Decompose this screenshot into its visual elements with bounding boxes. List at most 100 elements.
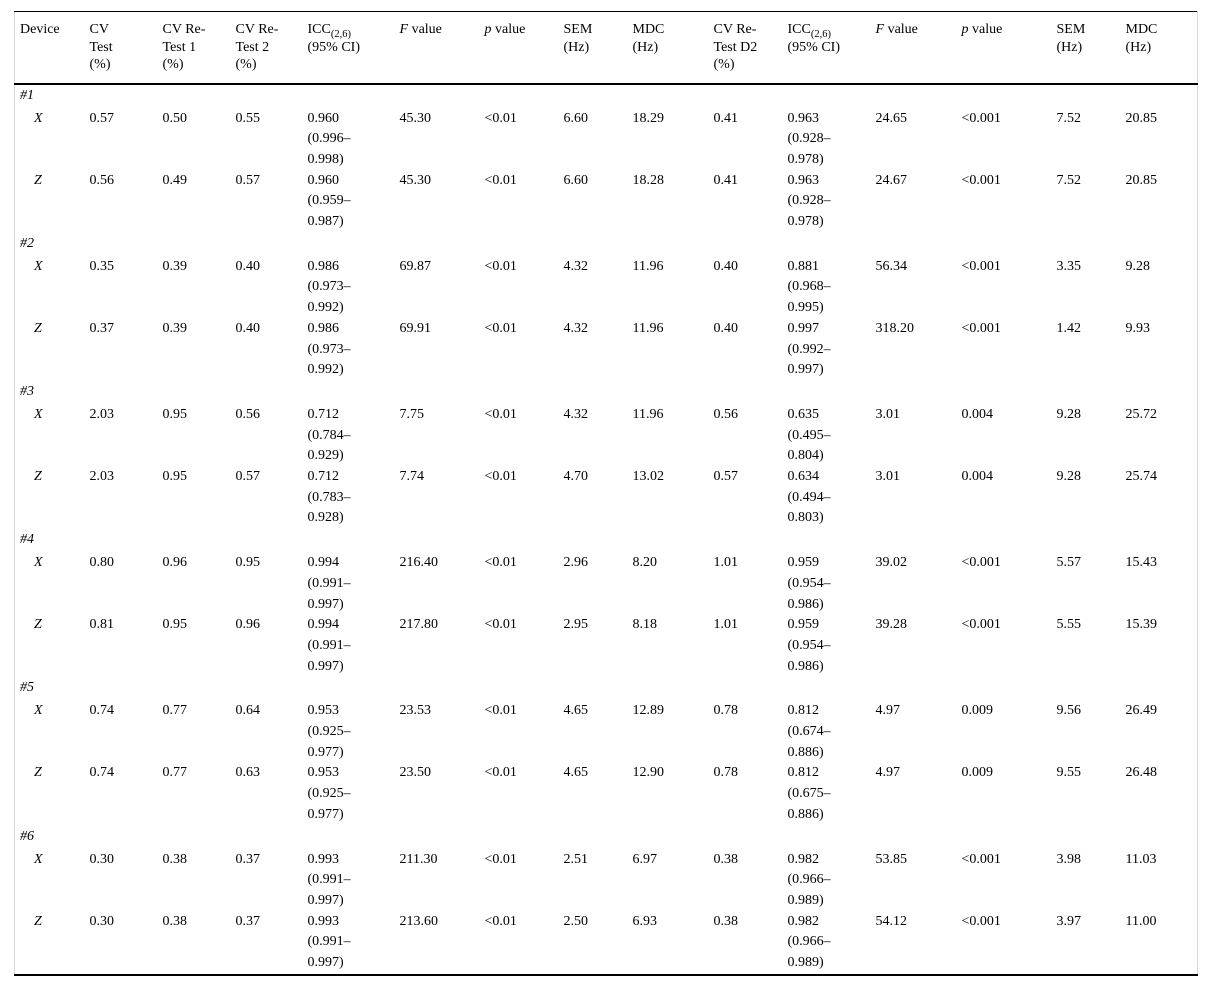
- cell-cv-test: 2.03: [89, 469, 115, 485]
- cell-icc: 0.953 (0.925– 0.977): [308, 763, 400, 825]
- col-header-p-value-2: p value: [961, 11, 1057, 85]
- cell-sem2: 1.42: [1056, 320, 1082, 336]
- cell-icc2: 0.963 (0.928– 0.978): [788, 171, 876, 233]
- axis-label: X: [34, 555, 43, 571]
- cell-p: <0.01: [484, 703, 517, 719]
- icc-ci: (0.954– 0.986): [787, 575, 831, 612]
- data-row: X 0.80 0.96 0.95 0.994 (0.991– 0.997) 216.40 <0…: [15, 552, 1198, 615]
- cell-p: <0.01: [484, 110, 517, 126]
- cell-mdc2: 15.39: [1125, 617, 1158, 633]
- cell-icc: 0.986 (0.973– 0.992): [308, 319, 400, 381]
- data-row: X 0.57 0.50 0.55 0.960 (0.996– 0.998) 45.30 <0.…: [15, 108, 1198, 171]
- cell-sem2: 3.98: [1056, 851, 1082, 867]
- icc-ci: (0.495– 0.804): [787, 427, 831, 464]
- cell-mdc: 18.29: [632, 110, 665, 126]
- cell-p2: <0.001: [961, 320, 1001, 336]
- cell-cv-retest-d2: 0.57: [713, 469, 739, 485]
- cell-f: 23.50: [399, 765, 432, 781]
- cell-cv-retest2: 0.56: [235, 406, 261, 422]
- icc-value: 0.953: [307, 703, 340, 719]
- col-header-cv-retest1: CV Re- Test 1 (%): [162, 11, 236, 85]
- icc-ci: (0.959– 0.987): [307, 193, 351, 230]
- icc-value: 0.994: [307, 617, 340, 633]
- cell-cv-retest1: 0.49: [162, 172, 188, 188]
- icc-ci: (0.991– 0.997): [307, 934, 351, 971]
- icc-value: 0.982: [787, 851, 820, 867]
- icc-ci: (0.991– 0.997): [307, 575, 351, 612]
- cell-cv-test: 0.30: [89, 851, 115, 867]
- cell-cv-retest2: 0.63: [235, 765, 261, 781]
- icc-ci: (0.991– 0.997): [307, 872, 351, 908]
- data-row: X 2.03 0.95 0.56 0.712 (0.784– 0.929) 7.75 <0.0…: [15, 404, 1198, 467]
- col-header-mdc-2: MDC (Hz): [1125, 11, 1198, 85]
- cell-sem2: 9.28: [1056, 406, 1082, 422]
- icc-ci: (0.928– 0.978): [787, 131, 831, 167]
- cell-f: 69.91: [399, 320, 432, 336]
- cell-p2: 0.009: [961, 703, 994, 719]
- cell-f2: 24.65: [875, 110, 908, 126]
- cell-icc: 0.993 (0.991– 0.997): [308, 912, 400, 975]
- icc-value: 0.634: [787, 469, 820, 485]
- cell-f2: 39.02: [875, 555, 908, 571]
- icc-ci: (0.992– 0.997): [787, 341, 831, 378]
- cell-p2: <0.001: [961, 851, 1001, 867]
- axis-label: X: [34, 851, 43, 867]
- cell-sem: 2.50: [563, 913, 589, 929]
- icc-ci: (0.675– 0.886): [787, 786, 831, 822]
- device-label: #2: [20, 235, 34, 251]
- cell-icc2: 0.634 (0.494– 0.803): [788, 467, 876, 529]
- cell-icc2: 0.959 (0.954– 0.986): [788, 552, 876, 615]
- cell-mdc: 12.89: [632, 703, 665, 719]
- cell-p: <0.01: [484, 320, 517, 336]
- cell-p: <0.01: [484, 172, 517, 188]
- col-header-cv-retest2: CV Re- Test 2 (%): [235, 11, 308, 85]
- icc-value: 0.993: [307, 851, 340, 867]
- device-group-row: #1: [15, 84, 1198, 108]
- cell-icc2: 0.881 (0.968– 0.995): [788, 256, 876, 319]
- cell-cv-test: 0.30: [89, 913, 115, 929]
- cell-cv-test: 0.57: [89, 110, 115, 126]
- cell-cv-retest2: 0.64: [235, 703, 261, 719]
- cell-sem: 4.65: [563, 765, 589, 781]
- cell-icc: 0.953 (0.925– 0.977): [308, 700, 400, 763]
- cell-f2: 56.34: [875, 258, 908, 274]
- cell-cv-retest1: 0.77: [162, 703, 188, 719]
- cell-cv-retest1: 0.50: [162, 110, 188, 126]
- icc-ci: (0.996– 0.998): [307, 131, 351, 167]
- cell-cv-retest1: 0.38: [162, 913, 188, 929]
- cell-f2: 54.12: [875, 913, 908, 929]
- cell-sem2: 5.55: [1056, 617, 1082, 633]
- cell-p2: <0.001: [961, 110, 1001, 126]
- icc-value: 0.986: [307, 258, 340, 274]
- data-row: X 0.74 0.77 0.64 0.953 (0.925– 0.977) 23.53 <0.…: [15, 700, 1198, 763]
- cell-cv-test: 0.35: [89, 258, 115, 274]
- cell-cv-retest1: 0.96: [162, 555, 188, 571]
- cell-p2: <0.001: [961, 172, 1001, 188]
- cell-p2: <0.001: [961, 913, 1001, 929]
- cell-mdc: 11.96: [632, 320, 664, 336]
- cell-icc2: 0.812 (0.675– 0.886): [788, 763, 876, 825]
- cell-mdc2: 26.49: [1125, 703, 1158, 719]
- cell-mdc2: 9.93: [1125, 320, 1151, 336]
- device-label: #3: [20, 383, 34, 399]
- cell-cv-retest-d2: 1.01: [713, 555, 739, 571]
- cell-f: 45.30: [399, 172, 432, 188]
- cell-sem: 2.95: [563, 617, 589, 633]
- cell-icc: 0.712 (0.783– 0.928): [308, 467, 400, 529]
- icc-ci: (0.968– 0.995): [787, 279, 831, 316]
- cell-cv-test: 0.74: [89, 765, 115, 781]
- icc-ci: (0.925– 0.977): [307, 724, 351, 760]
- cell-icc: 0.986 (0.973– 0.992): [308, 256, 400, 319]
- cell-cv-test: 0.56: [89, 172, 115, 188]
- icc-ci: (0.991– 0.997): [307, 637, 351, 674]
- cell-p2: <0.001: [961, 258, 1001, 274]
- icc-value: 0.994: [307, 555, 340, 571]
- cell-cv-retest2: 0.37: [235, 851, 261, 867]
- cell-f: 7.74: [399, 469, 425, 485]
- col-header-p-value-1: p value: [484, 11, 564, 85]
- cell-f2: 3.01: [875, 469, 901, 485]
- cell-cv-retest-d2: 0.56: [713, 406, 739, 422]
- cell-sem: 4.32: [563, 406, 589, 422]
- data-row: Z 0.74 0.77 0.63 0.953 (0.925– 0.977) 23.50 <0.…: [15, 763, 1198, 825]
- icc-ci: (0.925– 0.977): [307, 786, 351, 822]
